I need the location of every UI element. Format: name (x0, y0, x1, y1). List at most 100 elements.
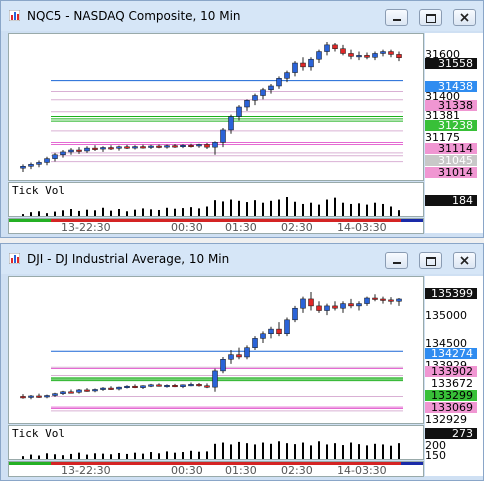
candle-body (284, 319, 290, 335)
candle-body (156, 384, 162, 387)
price-scale-label: 31175 (425, 131, 460, 144)
candle-body (316, 51, 322, 60)
chart-icon (9, 10, 20, 21)
price-chart[interactable] (8, 33, 424, 181)
volume-bar (78, 210, 80, 216)
volume-bar (222, 201, 224, 216)
volume-bar (102, 207, 104, 216)
candle-body (196, 384, 202, 387)
volume-bar (246, 202, 248, 216)
close-button[interactable] (453, 9, 476, 26)
price-tag: 31114 (425, 143, 477, 154)
candle-body (284, 72, 290, 79)
volume-bar (262, 442, 264, 459)
volume-bar (254, 200, 256, 216)
restore-icon (426, 257, 436, 266)
volume-bar (326, 199, 328, 216)
time-axis: 13-22:30 00:30 01:30 02:30 14-03:30 (8, 461, 424, 477)
candle-body (172, 385, 178, 388)
volume-bar (350, 442, 352, 459)
volume-bar (142, 208, 144, 216)
candle-body (124, 146, 130, 149)
candle-body (364, 55, 370, 58)
volume-scale-label: 150 (425, 449, 446, 462)
price-chart[interactable] (8, 276, 424, 424)
candle-body (220, 359, 226, 372)
candle-body (252, 338, 258, 348)
volume-bar (126, 453, 128, 459)
volume-bar (278, 441, 280, 459)
candle-body (68, 149, 74, 153)
candle-body (124, 385, 130, 388)
minimize-icon (393, 19, 401, 21)
candle-body (348, 303, 354, 307)
volume-bar (334, 443, 336, 459)
volume-histogram (22, 197, 400, 216)
volume-bar (230, 199, 232, 216)
candle-body (52, 154, 58, 159)
title-bar[interactable]: DJI - DJ Industrial Average, 10 Min (1, 244, 483, 274)
candle-body (36, 395, 42, 398)
candle-body (76, 149, 82, 152)
minimize-button[interactable] (385, 9, 408, 26)
price-scale[interactable]: 135399 135000 134500 134274 133929 13390… (425, 276, 483, 476)
price-tag: 133299 (425, 390, 477, 401)
candle-body (276, 78, 282, 87)
volume-bar (126, 211, 128, 216)
volume-bar (22, 214, 24, 216)
candle-body (140, 146, 146, 149)
candle-body (116, 386, 122, 390)
close-button[interactable] (453, 252, 476, 269)
volume-tag: 273 (425, 428, 477, 439)
candle-body (108, 147, 114, 150)
candle-body (292, 62, 298, 73)
candle-body (188, 384, 194, 387)
candle-body (36, 162, 42, 165)
candle-body (92, 389, 98, 392)
time-label: 02:30 (281, 464, 313, 477)
candle-body (268, 328, 274, 335)
volume-bar (350, 203, 352, 216)
price-scale-label: 132929 (425, 413, 467, 426)
candle-body (244, 100, 250, 108)
time-label: 00:30 (171, 464, 203, 477)
price-tag: 31438 (425, 81, 477, 92)
volume-bar (70, 209, 72, 216)
last-price-tag: 135399 (425, 288, 477, 299)
candlestick-chart (20, 42, 403, 172)
volume-bar (382, 203, 384, 216)
close-icon (460, 256, 469, 265)
volume-bar (190, 207, 192, 216)
candle-body (204, 385, 210, 388)
volume-bar (198, 208, 200, 216)
price-scale[interactable]: 31600 31558 31438 31400 31338 31381 3123… (425, 33, 483, 233)
restore-button[interactable] (419, 252, 442, 269)
candle-body (172, 145, 178, 148)
candle-body (92, 147, 98, 150)
chart-window-dji: DJI - DJ Industrial Average, 10 Min Tick… (0, 243, 484, 481)
restore-button[interactable] (419, 9, 442, 26)
candle-body (20, 166, 26, 169)
volume-bar (398, 443, 400, 459)
candle-body (84, 147, 90, 152)
volume-bar (182, 208, 184, 216)
minimize-icon (393, 262, 401, 264)
title-bar[interactable]: NQC5 - NASDAQ Composite, 10 Min (1, 1, 483, 31)
volume-bar (382, 444, 384, 459)
candle-body (44, 395, 50, 398)
minimize-button[interactable] (385, 252, 408, 269)
volume-bar (110, 210, 112, 216)
candle-body (60, 391, 66, 394)
candle-body (140, 385, 146, 388)
volume-bar (238, 200, 240, 216)
candle-body (340, 303, 346, 309)
volume-bar (358, 203, 360, 216)
candle-body (156, 145, 162, 148)
volume-bar (366, 445, 368, 459)
candle-body (68, 391, 74, 394)
volume-bar (134, 209, 136, 216)
candle-body (84, 389, 90, 392)
volume-bar (222, 442, 224, 459)
candle-body (340, 48, 346, 54)
candle-body (332, 44, 338, 49)
